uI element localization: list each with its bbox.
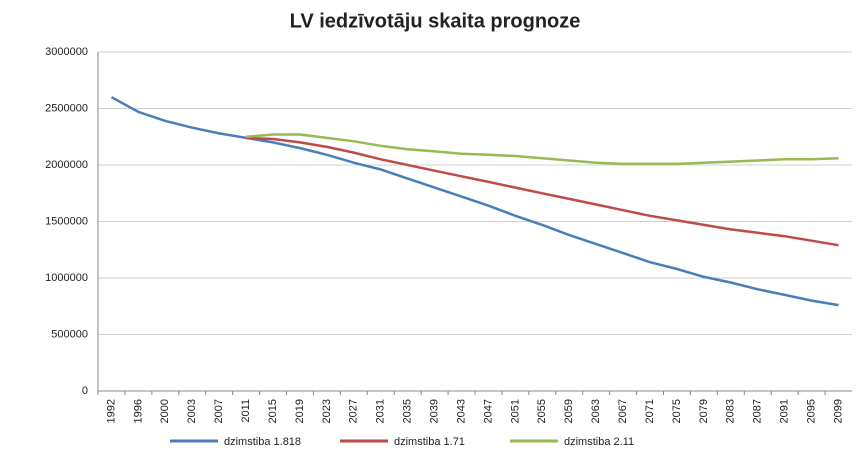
x-tick-label: 2047 [482,399,494,423]
x-tick-label: 2079 [698,399,710,423]
x-tick-label: 2059 [563,399,575,423]
x-tick-label: 2000 [159,399,171,423]
y-tick-label: 500000 [51,328,88,340]
legend-label: dzimstiba 1.818 [224,436,301,448]
x-tick-label: 2023 [321,399,333,423]
x-tick-label: 2031 [375,399,387,423]
x-tick-label: 2095 [806,399,818,423]
legend-label: dzimstiba 2.11 [564,436,634,448]
series-line [246,136,839,247]
x-tick-label: 2003 [186,399,198,423]
x-tick-label: 2051 [509,399,521,423]
series-line [245,133,839,166]
y-tick-label: 3000000 [45,46,88,58]
x-tick-label: 2063 [590,399,602,423]
x-tick-label: 2019 [294,399,306,423]
x-tick-label: 2091 [779,399,791,423]
chart-title: LV iedzīvotāju skaita prognoze [290,10,581,32]
x-tick-label: 2027 [348,399,360,423]
x-tick-label: 2011 [240,399,252,423]
y-tick-label: 2000000 [45,159,88,171]
x-tick-label: 2087 [752,399,764,423]
x-tick-label: 1992 [105,399,117,423]
x-tick-label: 2071 [644,399,656,423]
x-tick-label: 2083 [725,399,737,423]
y-tick-label: 1000000 [45,272,88,284]
y-tick-label: 2500000 [45,102,88,114]
y-tick-label: 0 [82,385,88,397]
x-tick-label: 2055 [536,399,548,423]
legend-label: dzimstiba 1.71 [394,436,465,448]
x-tick-label: 2043 [455,399,467,423]
x-tick-label: 2039 [429,399,441,423]
series-line [110,96,839,307]
x-tick-label: 2035 [402,399,414,423]
x-tick-label: 2075 [671,399,683,423]
x-tick-label: 1996 [132,399,144,423]
x-tick-label: 2015 [267,399,279,423]
x-tick-label: 2067 [617,399,629,423]
x-tick-label: 2099 [832,399,844,423]
x-tick-label: 2007 [213,399,225,423]
y-tick-label: 1500000 [45,215,88,227]
